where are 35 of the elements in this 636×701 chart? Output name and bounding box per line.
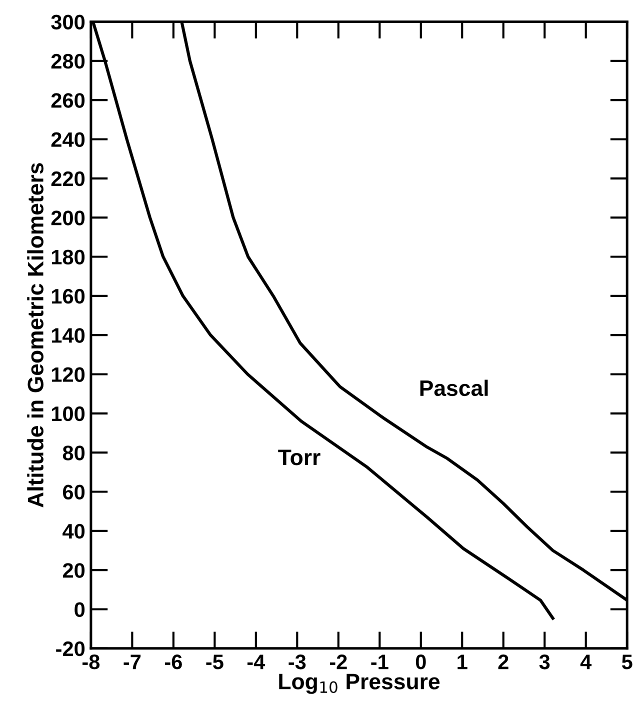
y-tick-label: 0	[74, 602, 85, 618]
x-tick-label: 2	[498, 654, 508, 670]
x-tick-label: 1	[458, 654, 468, 670]
y-tick-label: 260	[51, 93, 85, 108]
y-tick-label: 220	[51, 171, 85, 186]
x-tick-label: -1	[371, 654, 388, 670]
y-tick-label: 200	[51, 210, 85, 226]
x-tick-label: -7	[124, 654, 141, 670]
x-axis-title: Log$_{10}$ Pressure	[279, 674, 440, 694]
y-tick-label: 140	[52, 328, 85, 343]
y-tick-label: 300	[51, 14, 85, 30]
x-tick-label: -8	[82, 654, 100, 670]
y-tick-label: 120	[52, 367, 85, 382]
y-tick-label: 240	[51, 132, 85, 147]
y-tick-label: 180	[52, 250, 85, 264]
y-tick-label: 60	[62, 484, 85, 500]
y-tick-label: 280	[51, 54, 85, 69]
x-tick-label: 0	[416, 654, 426, 670]
x-tick-label: -3	[288, 654, 306, 670]
y-tick-label: 80	[62, 446, 85, 460]
series-label: Torr	[278, 450, 320, 466]
y-tick-label: -20	[56, 641, 85, 656]
x-tick-label: -2	[330, 654, 347, 670]
y-axis-title: Altitude in Geometric Kilometers	[27, 163, 44, 508]
x-tick-label: 4	[580, 654, 592, 670]
x-tick-label: -6	[164, 654, 182, 670]
y-tick-label: 100	[52, 406, 85, 422]
y-tick-label: 160	[52, 288, 85, 304]
y-tick-label: 20	[62, 563, 85, 578]
series-label: Pascal	[420, 380, 488, 396]
x-tick-label: 3	[539, 654, 550, 670]
x-tick-label: 5	[622, 654, 632, 670]
x-tick-label: -5	[206, 654, 224, 670]
y-tick-label: 40	[62, 524, 85, 539]
x-tick-label: -4	[247, 654, 266, 670]
